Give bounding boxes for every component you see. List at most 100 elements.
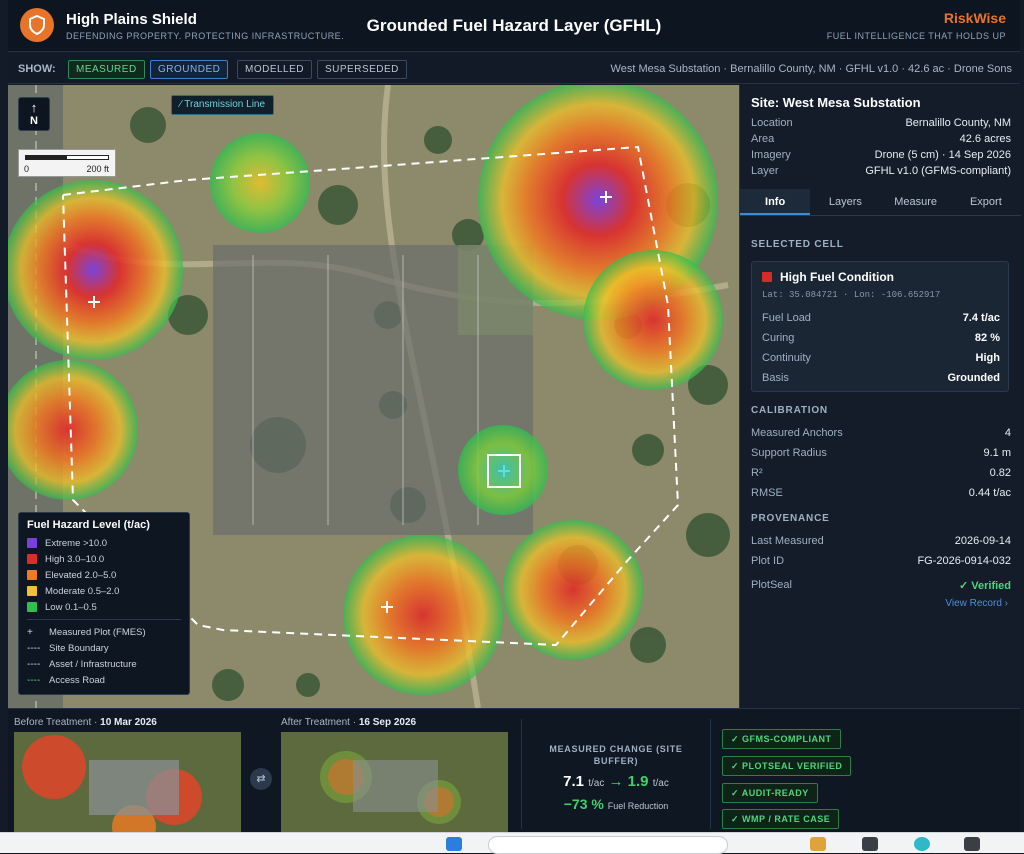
legend-label: High 3.0–10.0 (45, 553, 105, 565)
measured-change-title: MEASURED CHANGE (SITE BUFFER) (549, 744, 683, 766)
hazard-map[interactable]: ↑ N 0 200 ft ⁄ Transmission Line Fuel Ha… (8, 85, 739, 708)
meta-value: Drone (5 cm) · 14 Sep 2026 (874, 149, 1011, 161)
site-info-panel: Site: West Mesa Substation Location Berna… (739, 85, 1021, 708)
os-taskbar (0, 832, 1024, 854)
plot-symbol-icon: + (27, 626, 33, 638)
start-menu-icon[interactable] (446, 837, 462, 851)
provenance-heading: PROVENANCE (751, 513, 830, 524)
selected-cell-marker[interactable] (487, 454, 521, 488)
fuel-before-value: 7.1 (563, 773, 585, 790)
hazard-zone-extreme-west[interactable] (8, 180, 183, 360)
legend-item-low: Low 0.1–0.5 (27, 599, 181, 615)
after-thumbnail[interactable] (281, 732, 508, 833)
legend-swatch (27, 586, 37, 596)
taskbar-search[interactable] (488, 836, 728, 854)
after-label: After Treatment · 16 Sep 2026 (281, 717, 416, 728)
measured-change-summary: MEASURED CHANGE (SITE BUFFER) 7.1 t/ac →… (521, 719, 711, 829)
calibration-heading: CALIBRATION (751, 405, 828, 416)
tab-info[interactable]: Info (740, 189, 811, 215)
browser-icon[interactable] (914, 837, 930, 851)
before-label: Before Treatment · 10 Mar 2026 (14, 717, 157, 728)
after-label-text: After Treatment · (281, 717, 359, 728)
scale-bar-graphic (25, 155, 109, 160)
page-title: Grounded Fuel Hazard Layer (GFHL) (366, 16, 662, 35)
partner-tagline: FUEL INTELLIGENCE THAT HOLDS UP (826, 31, 1006, 41)
change-arrow-icon: → (608, 773, 624, 790)
calibration-key: RMSE (751, 487, 783, 499)
before-thumbnail[interactable] (14, 732, 241, 833)
legend-label: Low 0.1–0.5 (45, 601, 97, 613)
hazard-zone-high-southwest[interactable] (8, 360, 138, 500)
legend-item-extreme: Extreme >10.0 (27, 535, 181, 551)
cell-condition: High Fuel Condition (762, 270, 894, 284)
measured-plot-markers[interactable] (88, 191, 612, 613)
badge-audit-ready: ✓ AUDIT-READY (722, 783, 818, 803)
meta-key: Layer (751, 165, 779, 177)
legend-swatch (27, 602, 37, 612)
legend-item-elevated: Elevated 2.0–5.0 (27, 567, 181, 583)
fuel-unit: t/ac (588, 778, 605, 789)
tab-export[interactable]: Export (969, 196, 1002, 208)
tab-measure[interactable]: Measure (894, 196, 938, 208)
road-line-icon: ---- (27, 674, 41, 686)
fuel-after-value: 1.9 (627, 773, 649, 790)
selected-cell-heading: SELECTED CELL (751, 239, 844, 250)
legend-swatch (27, 554, 37, 564)
legend-label: Site Boundary (49, 642, 109, 654)
provenance-row: PlotSeal ✓ Verified (751, 579, 1011, 592)
cell-coordinates: Lat: 35.084721 · Lon: -106.652917 (762, 290, 941, 300)
legend-item-asset: ---- Asset / Infrastructure (27, 656, 181, 672)
taskbar-app-icon[interactable] (964, 837, 980, 851)
provenance-key: PlotSeal (751, 579, 792, 591)
cell-key: Continuity (762, 352, 811, 364)
swap-compare-icon[interactable]: ⇄ (250, 768, 272, 790)
site-title: Site: West Mesa Substation (751, 95, 921, 110)
hazard-zone-high-east[interactable] (583, 250, 723, 390)
filter-modelled-chip[interactable]: MODELLED (237, 60, 313, 79)
tab-layers[interactable]: Layers (828, 196, 862, 208)
app-header: High Plains Shield DEFENDING PROPERTY. P… (8, 0, 1020, 52)
fuel-reduction: −73 % Fuel Reduction (522, 796, 710, 812)
hazard-zone-high-southeast[interactable] (503, 520, 643, 660)
taskbar-app-icon[interactable] (862, 837, 878, 851)
meta-row-area: Area 42.6 acres (751, 133, 1011, 145)
provenance-value: FG-2026-0914-032 (917, 555, 1011, 567)
legend-label: Elevated 2.0–5.0 (45, 569, 117, 581)
cell-key: Curing (762, 332, 795, 344)
treatment-comparison: Before Treatment · 10 Mar 2026 ⇄ After T… (8, 708, 1020, 833)
cell-value: 7.4 t/ac (962, 312, 1000, 324)
transmission-line-tag[interactable]: ⁄ Transmission Line (171, 95, 275, 115)
view-record-link[interactable]: View Record › (945, 598, 1008, 609)
calibration-value: 9.1 m (983, 447, 1011, 459)
legend-label: Extreme >10.0 (45, 537, 108, 549)
cell-row-basis: Basis Grounded (762, 372, 1000, 384)
cell-row-curing: Curing 82 % (762, 332, 1000, 344)
hazard-zone-high-south[interactable] (343, 535, 503, 695)
scale-bar: 0 200 ft (18, 149, 116, 177)
cell-key: Fuel Load (762, 312, 811, 324)
meta-key: Location (751, 117, 793, 129)
cell-value: Grounded (947, 372, 1000, 384)
calibration-key: Support Radius (751, 447, 827, 459)
file-explorer-icon[interactable] (810, 837, 826, 851)
fuel-reduction-label: Fuel Reduction (607, 801, 669, 811)
provenance-key: Plot ID (751, 555, 785, 567)
meta-row-location: Location Bernalillo County, NM (751, 117, 1011, 129)
scale-start: 0 (24, 164, 30, 174)
north-arrow-button[interactable]: ↑ N (18, 97, 50, 131)
cell-row-continuity: Continuity High (762, 352, 1000, 364)
legend-title: Fuel Hazard Level (t/ac) (27, 519, 150, 531)
calibration-key: R² (751, 467, 763, 479)
filter-superseded-chip[interactable]: SUPERSEDED (317, 60, 407, 79)
badge-gfms-compliant: ✓ GFMS-COMPLIANT (722, 729, 841, 749)
legend-swatch (27, 570, 37, 580)
legend-swatch (27, 538, 37, 548)
filter-grounded-chip[interactable]: GROUNDED (150, 60, 229, 79)
provenance-row: Plot ID FG-2026-0914-032 (751, 555, 1011, 567)
calibration-key: Measured Anchors (751, 427, 843, 439)
filter-measured-chip[interactable]: MEASURED (68, 60, 145, 79)
cell-condition-label: High Fuel Condition (780, 270, 894, 284)
map-legend: Fuel Hazard Level (t/ac) Extreme >10.0 H… (18, 512, 190, 695)
legend-label: Asset / Infrastructure (49, 658, 137, 670)
hazard-zone-moderate-north[interactable] (210, 133, 310, 233)
